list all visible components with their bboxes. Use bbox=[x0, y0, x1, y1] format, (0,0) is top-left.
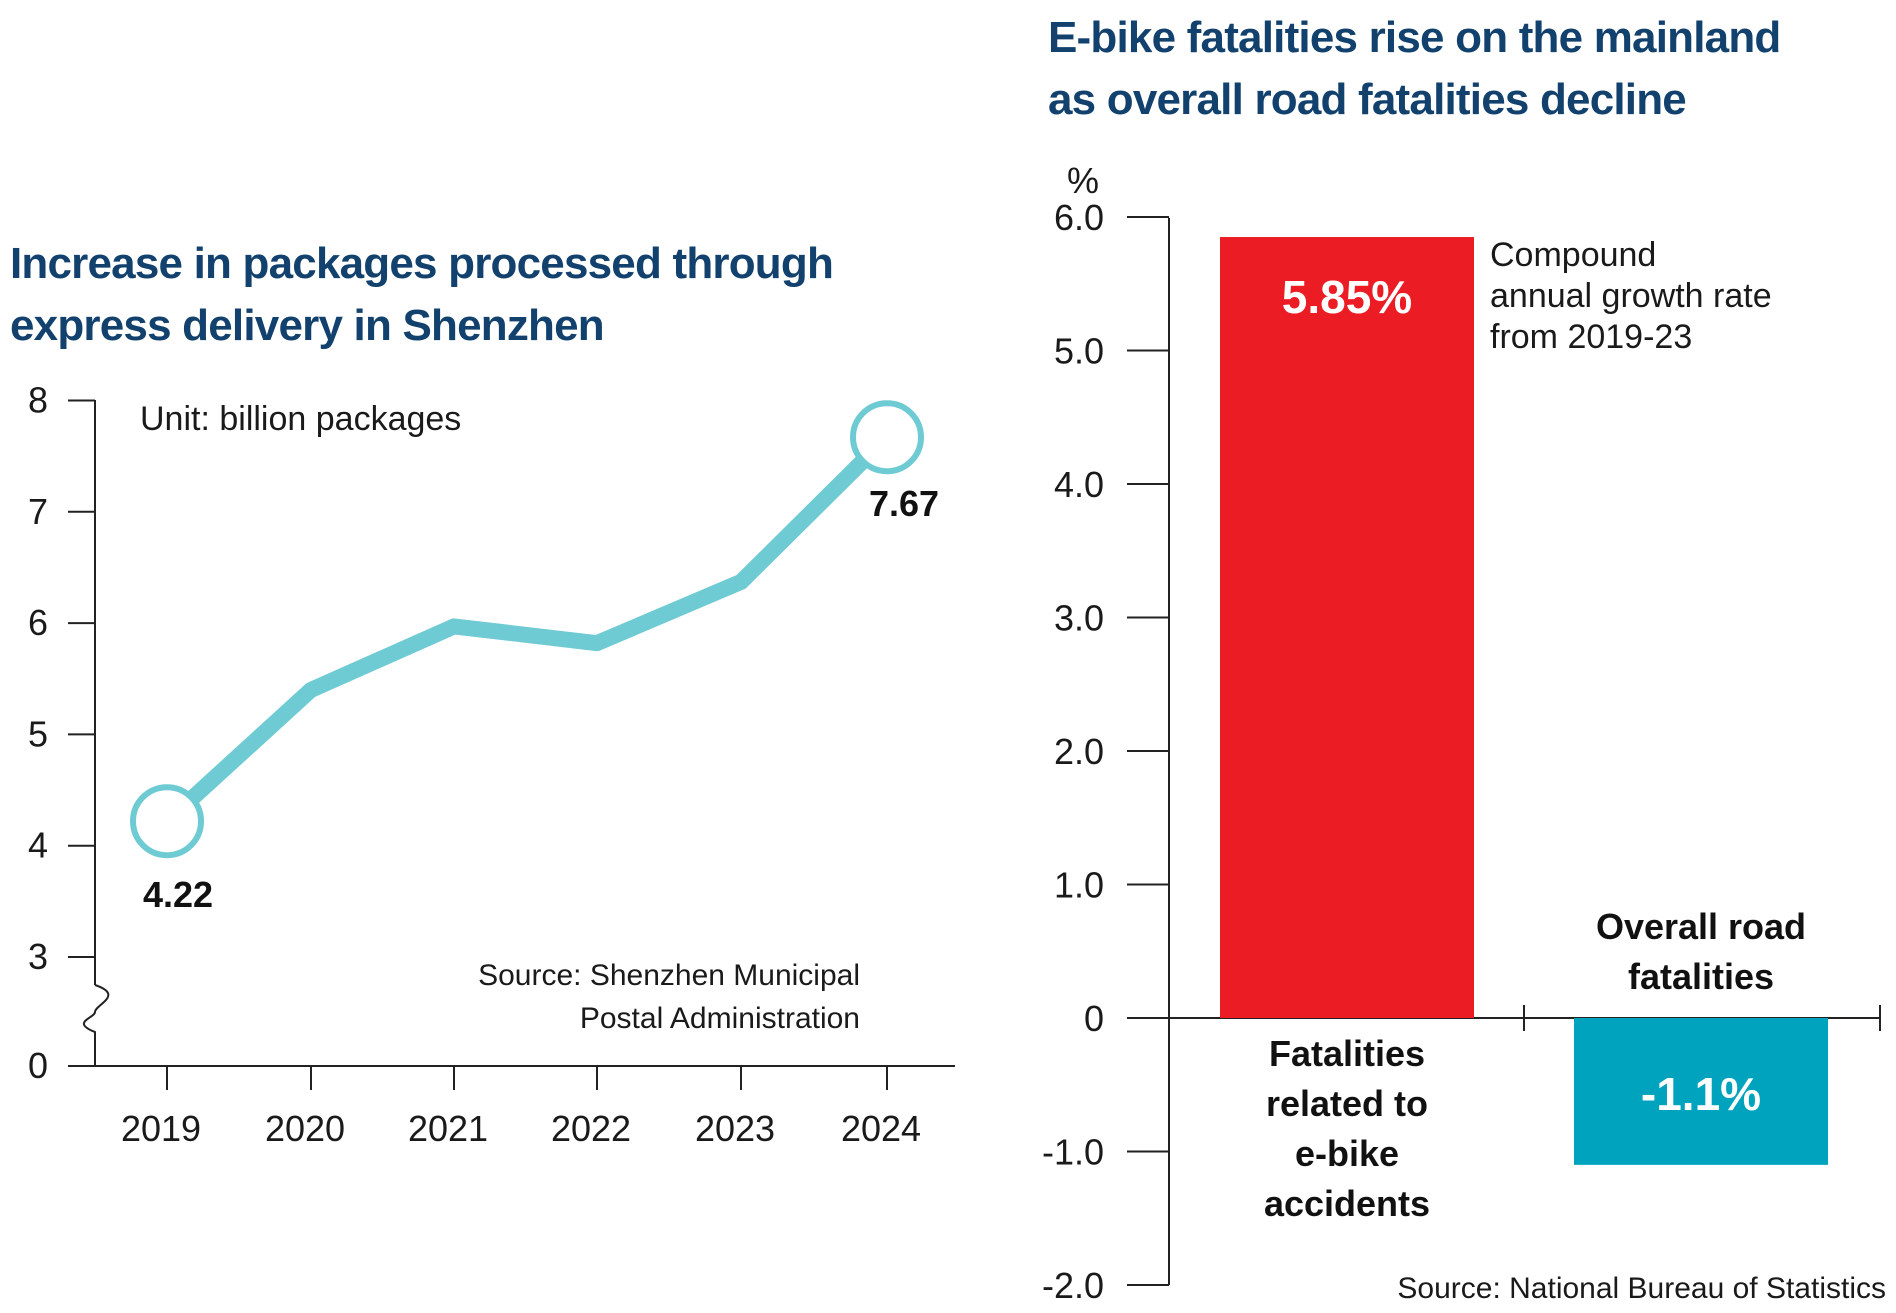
y-tick-label: -1.0 bbox=[1042, 1132, 1104, 1173]
category-label-overall-line: Overall road bbox=[1596, 906, 1806, 947]
left-chart-title: Increase in packages processed through e… bbox=[10, 233, 834, 357]
growth-rate-annotation-line: from 2019-23 bbox=[1490, 318, 1692, 356]
y-tick-label: 2.0 bbox=[1054, 731, 1104, 772]
bar-0 bbox=[1220, 237, 1474, 1018]
right-chart-title-line-2: as overall road fatalities decline bbox=[1048, 75, 1687, 124]
source-line-2: Postal Administration bbox=[580, 1002, 860, 1035]
y-tick-label: 3 bbox=[28, 936, 48, 977]
y-tick-label: 5.0 bbox=[1054, 331, 1104, 372]
y-tick-label: 7 bbox=[28, 491, 48, 532]
x-tick-label: 2024 bbox=[841, 1108, 921, 1149]
bar-value-label-1: -1.1% bbox=[1641, 1068, 1761, 1120]
start-value-label: 4.22 bbox=[143, 874, 213, 915]
x-tick-label: 2021 bbox=[408, 1108, 488, 1149]
unit-note: Unit: billion packages bbox=[140, 400, 461, 438]
growth-rate-annotation-line: Compound bbox=[1490, 236, 1656, 274]
line-chart: 0 3 4 5 6 7 8 2019 2020 2021 2022 2023 2024 4.22 7.67 U… bbox=[28, 380, 955, 1149]
y-unit-label: % bbox=[1067, 160, 1099, 201]
x-tick-label: 2023 bbox=[695, 1108, 775, 1149]
bar-chart: %6.0 5.0 4.0 3.0 2.0 1.0 0 -1.0 -2.0 5.85% -1.1% Fa… bbox=[1042, 160, 1886, 1306]
y-tick-label: 8 bbox=[28, 380, 48, 421]
y-tick-label: 3.0 bbox=[1054, 598, 1104, 639]
left-chart-title-line-2: express delivery in Shenzhen bbox=[10, 301, 605, 350]
left-chart-title-line-1: Increase in packages processed through bbox=[10, 239, 834, 288]
end-value-label: 7.67 bbox=[869, 483, 939, 524]
end-point-marker bbox=[850, 400, 924, 475]
y-tick-label: 4.0 bbox=[1054, 464, 1104, 505]
category-label-ebike-line: accidents bbox=[1264, 1183, 1430, 1224]
category-label-overall-line: fatalities bbox=[1628, 956, 1774, 997]
right-chart-title-line-1: E-bike fatalities rise on the mainland bbox=[1048, 13, 1781, 62]
y-tick-label: 6 bbox=[28, 602, 48, 643]
y-tick-label: 0 bbox=[28, 1045, 48, 1086]
x-tick-label: 2022 bbox=[551, 1108, 631, 1149]
y-tick-label: 4 bbox=[28, 825, 48, 866]
bar-value-label-0: 5.85% bbox=[1282, 271, 1412, 323]
category-label-ebike-line: related to bbox=[1266, 1083, 1428, 1124]
source-line-1: Source: Shenzhen Municipal bbox=[478, 959, 860, 992]
y-tick-label: 5 bbox=[28, 713, 48, 754]
y-axis-break bbox=[83, 984, 110, 1066]
series-line bbox=[159, 429, 895, 830]
growth-rate-annotation-line: annual growth rate bbox=[1490, 277, 1772, 315]
y-tick-label: -2.0 bbox=[1042, 1265, 1104, 1306]
x-tick-label: 2020 bbox=[265, 1108, 345, 1149]
right-chart-title: E-bike fatalities rise on the mainland a… bbox=[1048, 7, 1781, 131]
y-tick-label: 6.0 bbox=[1054, 197, 1104, 238]
start-point-marker bbox=[130, 784, 204, 859]
x-tick-label: 2019 bbox=[121, 1108, 201, 1149]
y-tick-label: 0 bbox=[1084, 998, 1104, 1039]
category-label-ebike-line: e-bike bbox=[1295, 1133, 1399, 1174]
source-label: Source: National Bureau of Statistics bbox=[1397, 1272, 1886, 1305]
category-label-ebike-line: Fatalities bbox=[1269, 1033, 1425, 1074]
y-tick-label: 1.0 bbox=[1054, 865, 1104, 906]
bar-1 bbox=[1574, 1018, 1828, 1165]
